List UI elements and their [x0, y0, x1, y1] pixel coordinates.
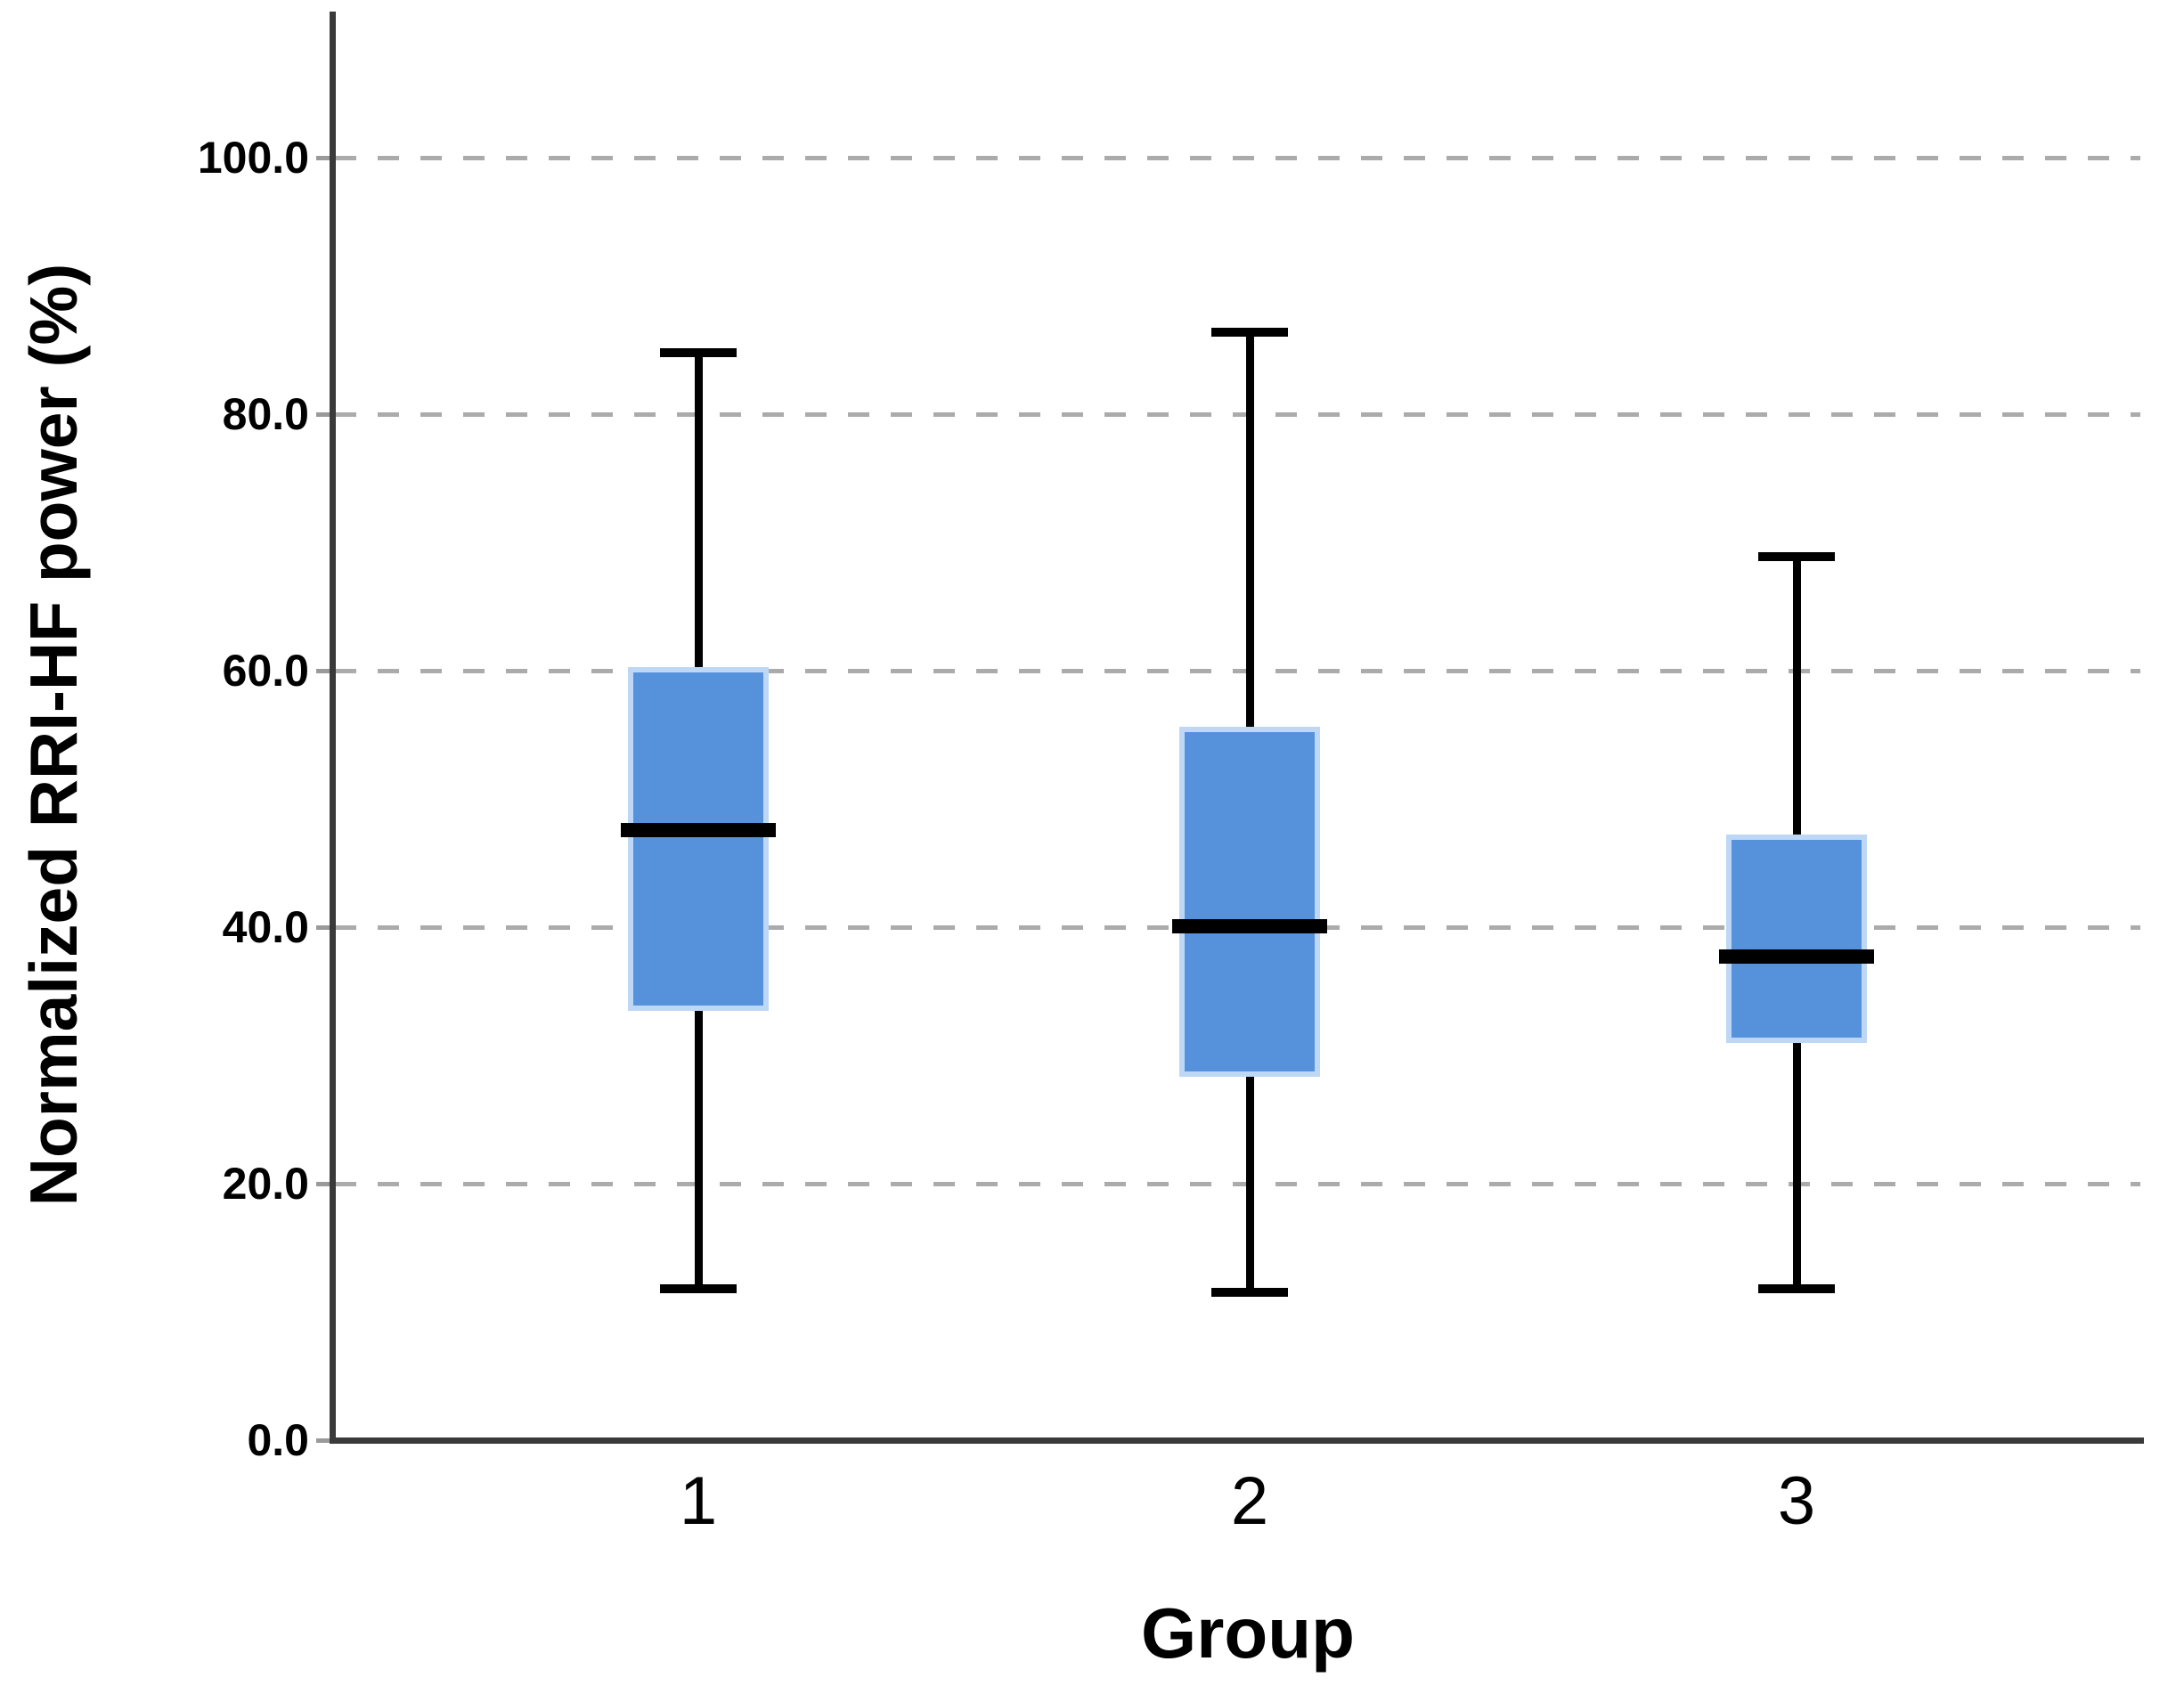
x-tick-label: 1	[679, 1463, 718, 1539]
gridline	[335, 155, 2140, 160]
y-tick-mark	[316, 155, 330, 160]
gridline	[335, 1181, 2140, 1186]
whisker-cap-upper	[1758, 551, 1835, 561]
y-tick-label: 20.0	[222, 1159, 309, 1209]
whisker-cap-lower	[1211, 1288, 1288, 1298]
median-line	[1719, 949, 1874, 965]
gridline	[335, 668, 2140, 673]
y-tick-mark	[316, 1437, 330, 1443]
whisker-cap-upper	[1211, 327, 1288, 337]
y-tick-label: 40.0	[222, 902, 309, 952]
y-tick-mark	[316, 1181, 330, 1186]
iqr-box	[1179, 727, 1320, 1078]
median-line	[1172, 918, 1327, 933]
whisker-cap-lower	[1758, 1284, 1835, 1294]
y-tick-mark	[316, 668, 330, 673]
y-tick-label: 0.0	[247, 1415, 309, 1465]
iqr-box	[628, 666, 769, 1011]
y-tick-mark	[316, 924, 330, 930]
y-tick-label: 60.0	[222, 646, 309, 696]
y-tick-label: 80.0	[222, 389, 309, 439]
gridline	[335, 411, 2140, 417]
median-line	[621, 822, 776, 837]
whisker-cap-lower	[660, 1284, 737, 1294]
x-axis-title: Group	[1141, 1593, 1355, 1673]
y-axis-line	[329, 12, 336, 1444]
y-tick-mark	[316, 411, 330, 417]
y-axis-title: Normalized RRI-HF power (%)	[16, 263, 91, 1207]
x-tick-label: 2	[1230, 1463, 1269, 1539]
whisker-cap-upper	[660, 347, 737, 357]
y-tick-label: 100.0	[197, 133, 309, 183]
x-tick-label: 3	[1777, 1463, 1816, 1539]
x-axis-line	[329, 1437, 2144, 1444]
iqr-box	[1726, 835, 1867, 1043]
